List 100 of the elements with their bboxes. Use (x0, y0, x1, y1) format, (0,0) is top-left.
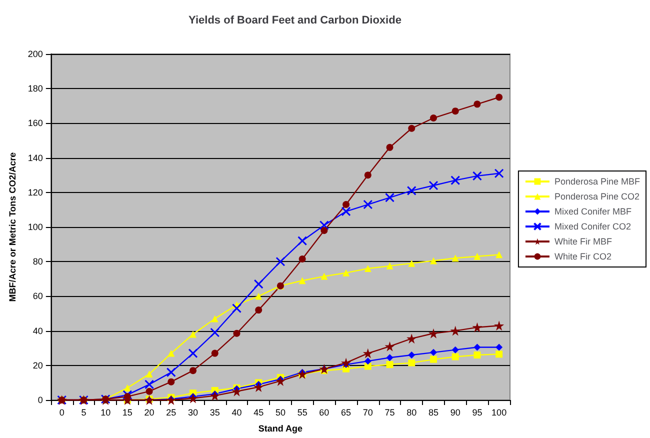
legend-label: Ponderosa Pine MBF (554, 176, 641, 186)
point (408, 124, 416, 132)
y-tick-label: 120 (28, 187, 43, 198)
x-tick-label: 5 (81, 408, 86, 418)
point (210, 390, 220, 401)
point (210, 328, 220, 338)
x-tick-label: 85 (428, 408, 438, 418)
x-tick-label: 60 (319, 408, 330, 418)
point (232, 304, 242, 314)
point (386, 354, 394, 362)
x-tick-label: 0 (59, 408, 64, 418)
point (166, 368, 176, 378)
point (276, 256, 286, 266)
point (211, 315, 218, 322)
point (430, 257, 437, 264)
point (384, 341, 395, 352)
point (450, 176, 460, 186)
point (494, 168, 504, 178)
x-tick-label: 10 (100, 408, 111, 418)
y-tick-label: 40 (32, 326, 43, 336)
point (452, 108, 459, 115)
point (406, 334, 417, 344)
point (144, 380, 154, 390)
point (320, 272, 328, 280)
point (386, 144, 394, 151)
point (342, 269, 350, 276)
x-tick-label: 95 (472, 408, 482, 418)
legend-label: White Fir CO2 (554, 252, 612, 262)
point (474, 100, 481, 108)
point (428, 328, 438, 338)
x-tick-label: 65 (341, 408, 352, 418)
point (232, 386, 242, 396)
point (124, 384, 131, 392)
point (211, 350, 218, 357)
point (474, 252, 481, 260)
point (408, 359, 416, 366)
legend-label: Mixed Conifer MBF (554, 206, 632, 216)
point (496, 94, 503, 101)
point (275, 376, 286, 386)
x-tick-label: 15 (122, 408, 132, 418)
y-tick-label: 60 (32, 291, 43, 302)
point (168, 378, 175, 386)
y-tick-label: 0 (38, 395, 43, 405)
y-tick-label: 160 (28, 118, 43, 128)
point (319, 220, 329, 230)
x-tick-label: 90 (450, 408, 460, 418)
point (188, 393, 198, 404)
y-axis-title: MBF/Acre or Metric Tons CO2/Acre (8, 152, 18, 302)
point (406, 186, 416, 196)
y-tick-label: 100 (28, 222, 43, 232)
point (188, 348, 198, 358)
point (190, 367, 197, 374)
point (342, 201, 350, 208)
point (472, 171, 482, 181)
point (430, 356, 437, 363)
point (364, 362, 372, 370)
x-tick-label: 80 (406, 408, 417, 418)
legend-label: White Fir MBF (554, 236, 612, 246)
point (430, 348, 437, 356)
x-tick-label: 75 (384, 408, 395, 418)
point (298, 277, 306, 284)
x-tick-label: 50 (275, 408, 286, 418)
point (474, 352, 481, 359)
y-tick-label: 180 (28, 84, 43, 94)
y-tick-label: 20 (32, 360, 43, 370)
point (298, 236, 308, 246)
x-tick-label: 30 (188, 408, 198, 418)
point (298, 256, 306, 263)
x-tick-label: 100 (492, 408, 507, 418)
point (190, 330, 197, 338)
point (341, 358, 352, 368)
point (452, 346, 459, 354)
point (408, 260, 416, 267)
point (385, 192, 395, 202)
point (364, 172, 372, 179)
x-tick-label: 55 (297, 408, 308, 418)
point (408, 352, 416, 359)
point (255, 292, 262, 300)
point (386, 361, 394, 368)
x-tick-label: 20 (144, 408, 154, 418)
point (363, 200, 373, 210)
point (452, 353, 459, 360)
y-tick-label: 80 (32, 256, 43, 267)
point (472, 322, 482, 332)
point (364, 358, 372, 365)
legend-label: Ponderosa Pine CO2 (554, 192, 640, 202)
point (168, 350, 175, 357)
legend-label: Mixed Conifer CO2 (554, 222, 631, 232)
x-tick-label: 40 (232, 408, 242, 418)
y-tick-label: 140 (28, 152, 43, 163)
point (496, 350, 503, 358)
point (254, 382, 264, 392)
point (496, 251, 503, 258)
point (362, 348, 373, 358)
point (146, 388, 153, 395)
point (430, 114, 437, 122)
point (364, 265, 372, 272)
point (254, 279, 264, 289)
point (341, 206, 351, 216)
x-tick-label: 70 (362, 408, 373, 418)
